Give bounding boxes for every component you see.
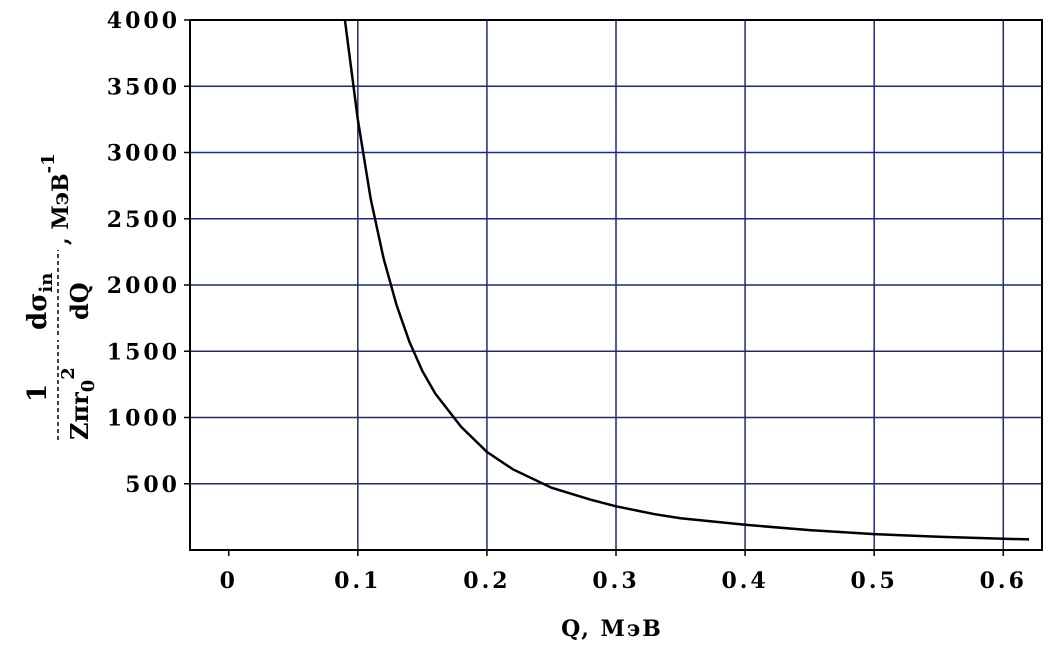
y-tick-label: 1000 — [107, 406, 180, 432]
series-line — [343, 19, 1030, 541]
x-tick-label: 0.4 — [721, 568, 768, 594]
y-tick-label: 500 — [125, 472, 180, 498]
y-tick-label: 3500 — [107, 74, 180, 100]
y-tick-label: 3000 — [107, 141, 180, 167]
y-tick-label: 2000 — [107, 273, 180, 299]
x-tick-label: 0 — [220, 568, 238, 594]
y-axis-label: 1 Zπr02 dσin dQ , МэВ-1 — [23, 153, 99, 440]
ticks: 0 0.1 0.2 0.3 0.4 0.5 0.6 500 1000 1500 2000 2500 30… — [107, 8, 1027, 594]
y-tick-label: 4000 — [107, 8, 180, 34]
x-tick-label: 0.1 — [334, 568, 381, 594]
x-axis-label: Q, МэВ — [561, 616, 663, 642]
y-tick-label: 1500 — [107, 339, 180, 365]
y-tick-label: 2500 — [107, 207, 180, 233]
y-label-numerator: 1 — [23, 384, 53, 402]
y-label-denominator: Zπr02 — [58, 367, 99, 440]
x-tick-label: 0.5 — [851, 568, 898, 594]
y-label-derivative-denominator: dQ — [65, 282, 94, 320]
y-label-derivative-numerator: dσin — [23, 273, 57, 330]
grid — [190, 20, 1042, 550]
x-tick-label: 0.6 — [980, 568, 1027, 594]
x-tick-label: 0.2 — [463, 568, 510, 594]
y-label-unit: , МэВ-1 — [38, 153, 74, 245]
x-tick-label: 0.3 — [592, 568, 639, 594]
